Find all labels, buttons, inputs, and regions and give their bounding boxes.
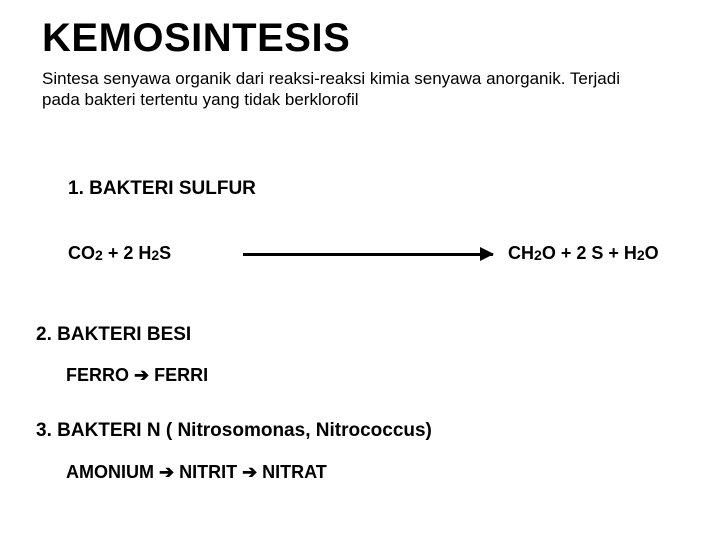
reaction-equation: CO2 + 2 H2S CH2O + 2 S + H2O — [68, 243, 668, 273]
section-2-heading: 2. BAKTERI BESI — [36, 324, 191, 346]
product-sub2: 2 — [637, 247, 645, 263]
page-title: KEMOSINTESIS — [42, 16, 350, 61]
reactant-formula: CO2 + 2 H2S — [68, 243, 171, 264]
page-subtitle: Sintesa senyawa organik dari reaksi-reak… — [42, 68, 662, 111]
product-formula: CH2O + 2 S + H2O — [508, 243, 659, 264]
reactant-mid: + 2 H — [103, 243, 152, 263]
section-1-heading: 1. BAKTERI SULFUR — [68, 178, 256, 200]
product-sub1: 2 — [534, 247, 542, 263]
section-2-line: FERRO ➔ FERRI — [66, 365, 208, 386]
reaction-arrow-icon — [243, 253, 493, 256]
product-mid1: O + 2 S + H — [542, 243, 637, 263]
reactant-sub1: 2 — [95, 247, 103, 263]
product-post: O — [645, 243, 659, 263]
section-3-line: AMONIUM ➔ NITRIT ➔ NITRAT — [66, 462, 327, 483]
product-pre: CH — [508, 243, 534, 263]
reactant-post: S — [159, 243, 171, 263]
reactant-sub2: 2 — [151, 247, 159, 263]
section-3-heading: 3. BAKTERI N ( Nitrosomonas, Nitrococcus… — [36, 420, 432, 442]
reactant-text: CO — [68, 243, 95, 263]
